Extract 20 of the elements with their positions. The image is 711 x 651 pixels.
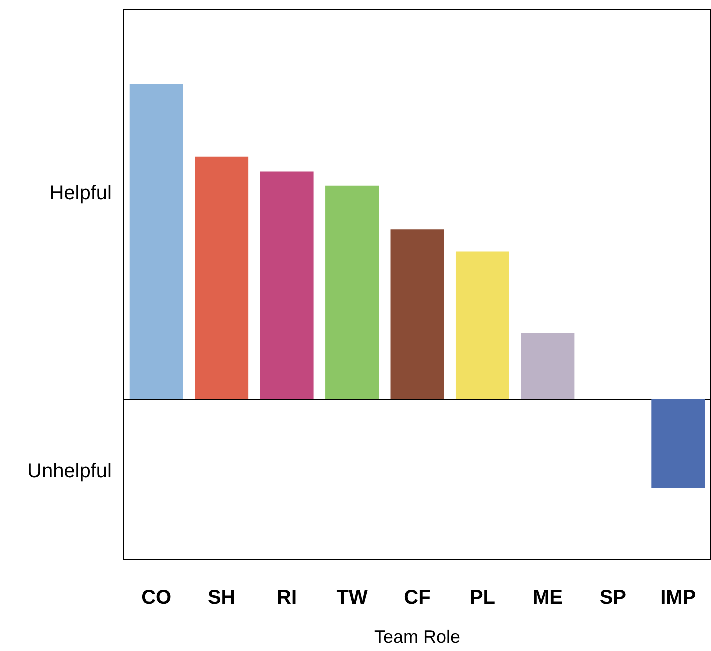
x-tick-label: IMP [660,587,696,609]
bar [390,230,444,400]
text: Helpful [50,182,112,205]
bar [456,252,510,400]
bar [652,399,706,488]
bar [130,84,184,400]
bar [195,156,249,400]
x-tick-label: TW [336,587,368,609]
bar [326,186,380,400]
x-tick-label: SP [600,587,627,609]
x-axis-title: Team Role [374,627,461,647]
x-tick-label: CO [142,587,172,609]
x-tick-label: RI [277,587,298,609]
text: Unhelpful [28,460,112,483]
bar [260,172,314,400]
x-tick-label: ME [532,587,563,609]
x-tick-label: PL [470,587,496,609]
x-tick-label: CF [404,587,431,609]
bar [521,333,575,400]
x-tick-label: SH [208,587,236,609]
